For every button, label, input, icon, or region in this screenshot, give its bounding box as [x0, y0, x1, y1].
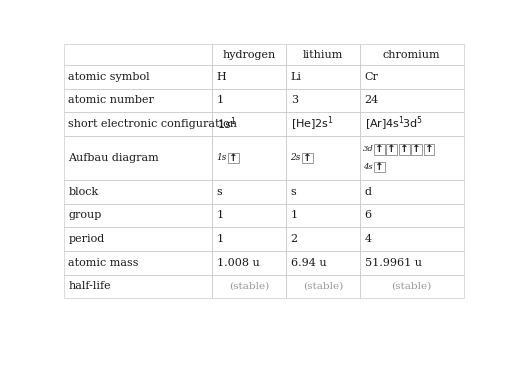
Text: 6.94 u: 6.94 u: [290, 258, 327, 268]
Text: ↑: ↑: [303, 153, 312, 163]
Text: block: block: [68, 187, 98, 197]
Text: Cr: Cr: [365, 72, 379, 82]
Bar: [374, 162, 385, 172]
Bar: [359, 65, 464, 88]
Bar: [411, 144, 422, 155]
Text: 1.008 u: 1.008 u: [217, 258, 260, 268]
Text: 2: 2: [290, 234, 298, 244]
Text: 4: 4: [365, 234, 372, 244]
Text: atomic mass: atomic mass: [68, 258, 139, 268]
Text: atomic number: atomic number: [68, 95, 154, 105]
Text: Li: Li: [290, 72, 302, 82]
Bar: [212, 251, 286, 275]
Text: 1: 1: [290, 211, 298, 221]
Bar: [359, 180, 464, 204]
Text: hydrogen: hydrogen: [222, 50, 276, 60]
Text: $1s^1$: $1s^1$: [217, 116, 236, 132]
Text: 6: 6: [365, 211, 372, 221]
Text: period: period: [68, 234, 105, 244]
Bar: [212, 204, 286, 227]
Bar: [286, 275, 359, 298]
Bar: [64, 227, 212, 251]
Bar: [286, 44, 359, 65]
Bar: [212, 88, 286, 112]
Text: chromium: chromium: [383, 50, 440, 60]
Text: (stable): (stable): [391, 282, 432, 291]
Bar: [386, 144, 397, 155]
Text: 4s: 4s: [363, 163, 372, 171]
Bar: [423, 144, 434, 155]
Bar: [212, 112, 286, 136]
Text: 1: 1: [217, 234, 224, 244]
Bar: [212, 44, 286, 65]
Bar: [374, 144, 385, 155]
Bar: [212, 227, 286, 251]
Bar: [359, 275, 464, 298]
Text: ↑: ↑: [400, 144, 408, 154]
Text: ↑: ↑: [424, 144, 433, 154]
Bar: [286, 251, 359, 275]
Text: ↑: ↑: [375, 162, 384, 172]
Bar: [302, 153, 313, 163]
Text: half-life: half-life: [68, 282, 111, 292]
Text: 51.9961 u: 51.9961 u: [365, 258, 421, 268]
Bar: [64, 44, 212, 65]
Bar: [64, 136, 212, 180]
Bar: [64, 275, 212, 298]
Bar: [286, 112, 359, 136]
Bar: [359, 227, 464, 251]
Bar: [64, 112, 212, 136]
Text: 3: 3: [290, 95, 298, 105]
Text: H: H: [217, 72, 227, 82]
Bar: [359, 251, 464, 275]
Bar: [286, 88, 359, 112]
Bar: [64, 88, 212, 112]
Bar: [64, 180, 212, 204]
Bar: [64, 251, 212, 275]
Bar: [286, 204, 359, 227]
Text: 1s: 1s: [216, 152, 227, 162]
Bar: [286, 136, 359, 180]
Bar: [212, 136, 286, 180]
Text: (stable): (stable): [229, 282, 269, 291]
Bar: [359, 136, 464, 180]
Bar: [228, 153, 239, 163]
Text: ↑: ↑: [375, 144, 384, 154]
Text: $[\rm{Ar}]4s^1\!3d^5$: $[\rm{Ar}]4s^1\!3d^5$: [365, 115, 422, 133]
Bar: [64, 204, 212, 227]
Bar: [212, 275, 286, 298]
Text: (stable): (stable): [303, 282, 343, 291]
Text: Aufbau diagram: Aufbau diagram: [68, 153, 159, 163]
Bar: [212, 65, 286, 88]
Bar: [359, 112, 464, 136]
Bar: [359, 88, 464, 112]
Text: 2s: 2s: [290, 152, 300, 162]
Text: ↑: ↑: [387, 144, 396, 154]
Text: 1: 1: [217, 95, 224, 105]
Bar: [64, 65, 212, 88]
Bar: [286, 180, 359, 204]
Text: group: group: [68, 211, 102, 221]
Text: short electronic configuration: short electronic configuration: [68, 119, 237, 129]
Text: ↑: ↑: [229, 153, 238, 163]
Text: 24: 24: [365, 95, 379, 105]
Bar: [359, 44, 464, 65]
Text: s: s: [217, 187, 222, 197]
Bar: [359, 204, 464, 227]
Text: d: d: [365, 187, 371, 197]
Text: $[\rm{He}]2s^1$: $[\rm{He}]2s^1$: [290, 115, 334, 133]
Bar: [286, 227, 359, 251]
Text: ↑: ↑: [412, 144, 421, 154]
Text: atomic symbol: atomic symbol: [68, 72, 150, 82]
Bar: [212, 180, 286, 204]
Text: 1: 1: [217, 211, 224, 221]
Bar: [399, 144, 409, 155]
Text: lithium: lithium: [303, 50, 343, 60]
Text: 3d: 3d: [363, 145, 374, 153]
Bar: [286, 65, 359, 88]
Text: s: s: [290, 187, 297, 197]
